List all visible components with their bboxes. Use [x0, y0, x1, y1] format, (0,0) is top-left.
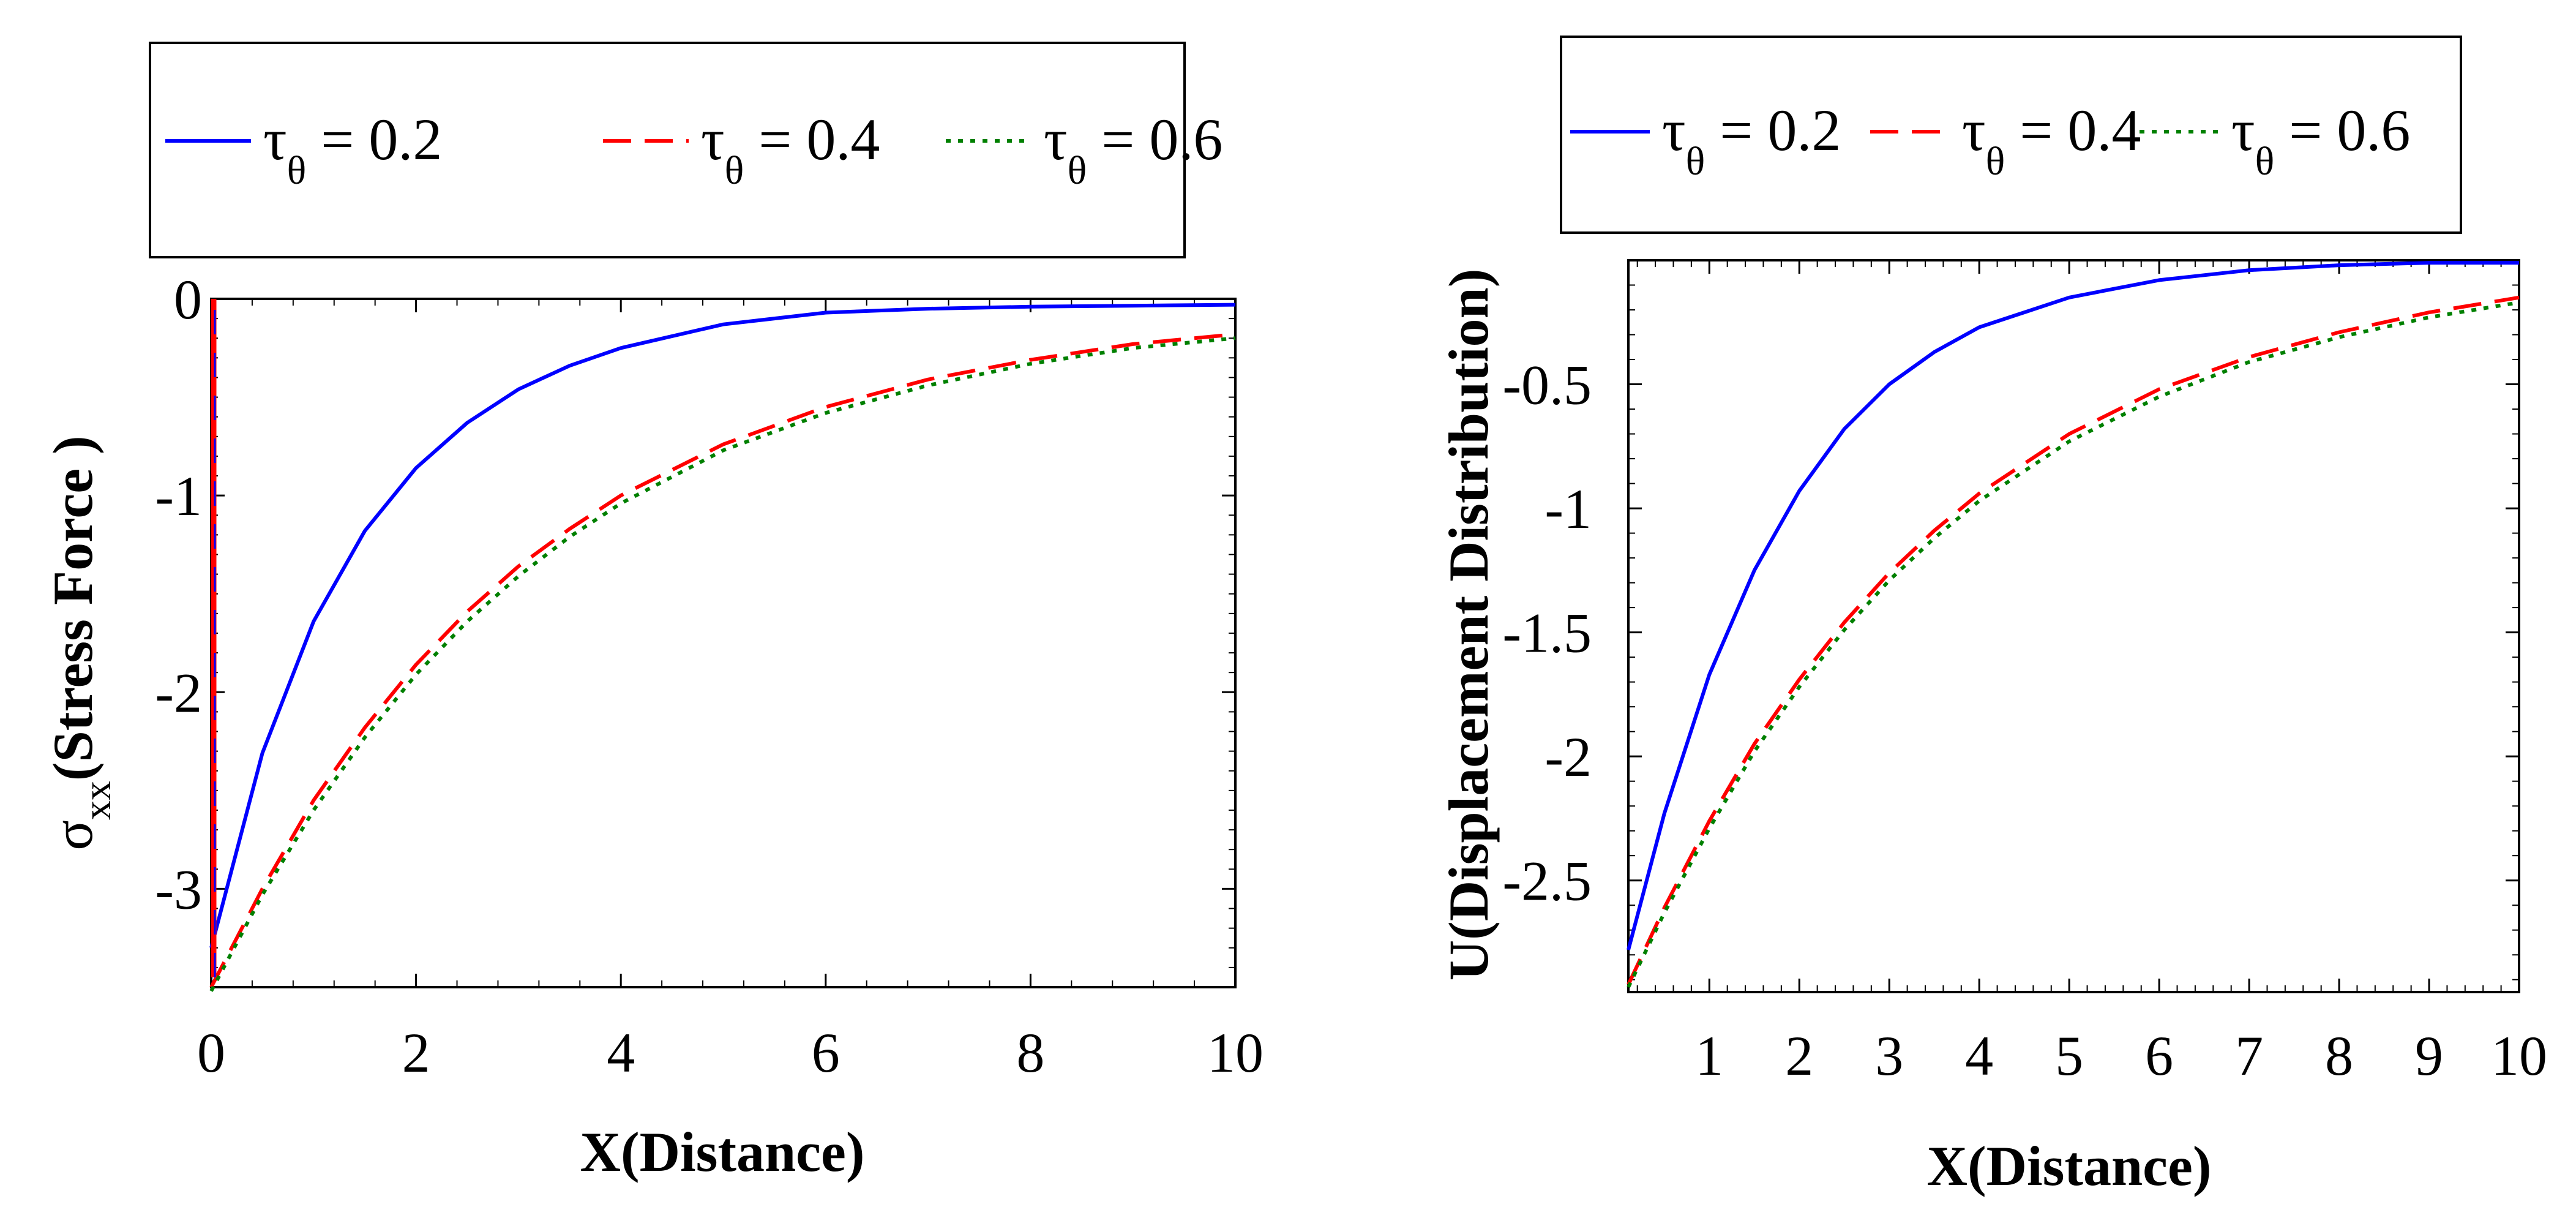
legend-box	[149, 42, 1186, 258]
series-line-0	[1627, 261, 2519, 950]
stress-chart: τθ = 0.2 τθ = 0.4 τθ = 0.60 2 4 6 8 100-1-2-3X(…	[42, 42, 1264, 1183]
series-line-1	[209, 332, 1236, 988]
series-line-0	[209, 303, 1236, 949]
legend-value: = 0.4	[744, 107, 880, 172]
x-tick-label: 4	[1965, 1025, 1993, 1087]
x-tick-label: 10	[2491, 1025, 2547, 1087]
legend-entry-2: τθ = 0.6	[1044, 107, 1222, 193]
x-tick-label: 9	[2415, 1025, 2443, 1087]
x-tick-label: 0	[197, 1021, 225, 1084]
legend-subscript: θ	[1068, 148, 1087, 193]
legend-value: = 0.4	[2005, 97, 2141, 163]
y-tick-label: -0.5	[1502, 354, 1592, 416]
legend-subscript: θ	[2255, 139, 2275, 184]
y-axis-label: U(Displacement Distribution)	[1437, 269, 1500, 981]
legend-entry-2: τθ = 0.6	[2231, 97, 2410, 184]
x-axis-label: X(Distance)	[1927, 1135, 2212, 1197]
legend-entry-1: τθ = 0.4	[1962, 97, 2141, 184]
y-label-subscript: xx	[75, 781, 119, 820]
y-label-symbol: σ	[42, 820, 104, 851]
legend-symbol: τ	[1962, 97, 1986, 163]
y-tick-label: -2.5	[1502, 850, 1592, 912]
y-tick-label: -2	[1544, 726, 1592, 788]
legend-value: = 0.2	[306, 107, 442, 172]
y-tick-label: -3	[155, 858, 202, 920]
x-tick-label: 10	[1207, 1021, 1264, 1084]
legend-subscript: θ	[1986, 139, 2005, 184]
legend-subscript: θ	[725, 148, 744, 193]
plot-frame	[210, 298, 1237, 988]
x-tick-label: 8	[1016, 1021, 1044, 1084]
x-tick-label: 2	[1785, 1025, 1813, 1087]
y-label-text: (Stress Force )	[42, 435, 104, 781]
legend: τθ = 0.2 τθ = 0.4 τθ = 0.6	[1560, 36, 2462, 234]
displacement-chart: τθ = 0.2 τθ = 0.4 τθ = 0.61 2 3 4 5 6 7 8 9 10-0.5-…	[1437, 36, 2547, 1197]
x-tick-label: 4	[607, 1021, 635, 1084]
y-tick-label: -1.5	[1502, 602, 1592, 664]
x-tick-label: 3	[1875, 1025, 1903, 1087]
x-axis-label: X(Distance)	[580, 1121, 865, 1183]
legend-symbol: τ	[701, 107, 725, 172]
series-line-2	[1627, 300, 2520, 988]
series-line-1	[1627, 295, 2520, 986]
legend: τθ = 0.2 τθ = 0.4 τθ = 0.6	[149, 42, 1222, 258]
legend-entry-0: τθ = 0.2	[263, 107, 442, 193]
legend-box	[1560, 36, 2462, 234]
plot-frame	[1627, 259, 2520, 993]
y-tick-label: -1	[155, 465, 202, 527]
y-tick-label: 0	[174, 268, 202, 331]
legend-symbol: τ	[1662, 97, 1686, 163]
x-tick-label: 6	[2145, 1025, 2173, 1087]
legend-entry-1: τθ = 0.4	[701, 107, 880, 193]
x-tick-label: 2	[402, 1021, 430, 1084]
y-tick-label: -2	[155, 661, 202, 724]
x-tick-label: 7	[2235, 1025, 2263, 1087]
legend-value: = 0.2	[1705, 97, 1841, 163]
legend-entry-0: τθ = 0.2	[1662, 97, 1841, 184]
legend-symbol: τ	[263, 107, 287, 172]
legend-subscript: θ	[1686, 139, 1705, 184]
legend-value: = 0.6	[1087, 107, 1222, 172]
x-tick-label: 6	[812, 1021, 840, 1084]
x-tick-label: 8	[2325, 1025, 2353, 1087]
legend-value: = 0.6	[2274, 97, 2410, 163]
series-line-2	[209, 336, 1236, 992]
legend-symbol: τ	[2231, 97, 2255, 163]
x-tick-label: 1	[1695, 1025, 1723, 1087]
y-tick-label: -1	[1544, 478, 1592, 540]
legend-symbol: τ	[1044, 107, 1068, 172]
y-axis-label: σxx(Stress Force )	[42, 435, 119, 850]
x-tick-label: 5	[2055, 1025, 2083, 1087]
legend-subscript: θ	[287, 148, 307, 193]
